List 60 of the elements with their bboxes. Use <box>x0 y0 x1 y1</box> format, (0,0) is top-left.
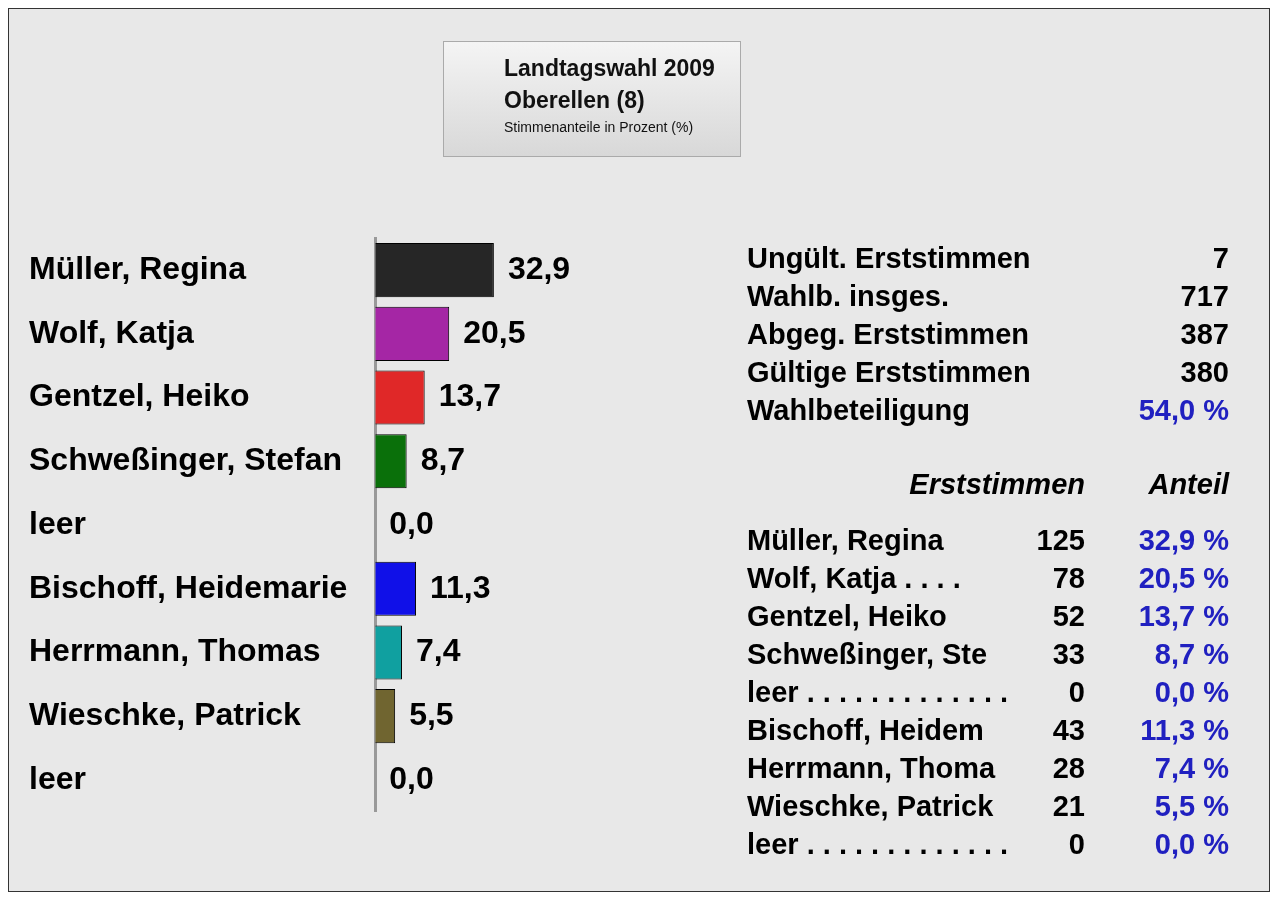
y-tick-label: Schweßinger, Stefan <box>29 441 342 478</box>
text: 5,5 % <box>1154 790 1229 822</box>
data-label: 0,0 <box>389 504 434 541</box>
y-tick-label: Wieschke, Patrick <box>29 696 302 733</box>
data-label: 54,0 % <box>1138 393 1229 428</box>
category-label: Wieschke, Patrick <box>747 789 994 824</box>
category-label: leer . . . . . . . . . . . . . <box>747 675 1009 710</box>
y-tick-label: Herrmann, Thomas <box>29 632 321 669</box>
category-label: Gültige Erststimmen <box>747 355 1031 390</box>
category-label: Wahlb. insges. <box>747 279 949 314</box>
text: 8,7 % <box>1154 638 1229 670</box>
data-label: 8,7 <box>420 441 466 478</box>
text: 0,0 % <box>1154 676 1229 708</box>
text: 11,3 % <box>1140 714 1229 746</box>
category-label: Abgeg. Erststimmen <box>747 317 1029 352</box>
data-label: 28 <box>1052 751 1085 786</box>
data-label: 125 <box>1036 523 1085 558</box>
text: Anteil <box>1147 467 1229 502</box>
y-tick-label: Wolf, Katja <box>29 313 194 350</box>
category-label: Gentzel, Heiko <box>747 599 947 634</box>
y-tick-label: Gentzel, Heiko <box>29 377 250 414</box>
data-label: 5,5 <box>409 696 454 733</box>
data-label: 43 <box>1052 713 1085 748</box>
data-label: 0,0 <box>389 759 434 796</box>
data-label: 32,9 <box>507 249 571 286</box>
category-label: Schweßinger, Ste <box>747 637 988 672</box>
text: 32,9 % <box>1138 524 1229 556</box>
text: 7,4 % <box>1154 752 1229 784</box>
y-tick-label: leer <box>29 759 86 796</box>
text: Stimmenanteile in Prozent (%) <box>504 118 695 137</box>
y-tick-label: leer <box>29 504 86 541</box>
category-label: leer . . . . . . . . . . . . . <box>747 827 1009 862</box>
category-label: Wolf, Katja . . . . <box>747 561 961 596</box>
data-label: 380 <box>1180 355 1229 390</box>
data-label: 21 <box>1052 789 1085 824</box>
data-label: 52 <box>1052 599 1085 634</box>
data-label: 33 <box>1052 637 1085 672</box>
text: 20,5 % <box>1138 562 1229 594</box>
data-label: 20,5 <box>463 313 526 350</box>
data-label: 78 <box>1052 561 1085 596</box>
text: Erststimmen <box>908 467 1085 502</box>
data-label: 11,3 <box>430 568 491 605</box>
data-label: 7,4 <box>415 632 461 669</box>
data-label: 387 <box>1180 317 1229 352</box>
text: 0,0 % <box>1154 828 1229 860</box>
data-label: 0 <box>1068 675 1085 710</box>
data-label: 7 <box>1212 241 1229 276</box>
category-label: Ungült. Erststimmen <box>747 241 1031 276</box>
data-label: 0 <box>1068 827 1085 862</box>
category-label: Müller, Regina <box>747 523 944 558</box>
data-label: 13,7 <box>438 377 501 414</box>
text: Oberellen (8) <box>504 86 646 115</box>
category-label: Wahlbeteiligung <box>747 393 970 428</box>
text: 13,7 % <box>1138 600 1229 632</box>
y-tick-label: Bischoff, Heidemarie <box>29 568 348 605</box>
data-label: 717 <box>1180 279 1229 314</box>
category-label: Herrmann, Thoma <box>747 751 996 786</box>
text: Landtagswahl 2009 <box>504 54 716 83</box>
category-label: Bischoff, Heidem <box>747 713 984 748</box>
y-tick-label: Müller, Regina <box>29 249 247 286</box>
